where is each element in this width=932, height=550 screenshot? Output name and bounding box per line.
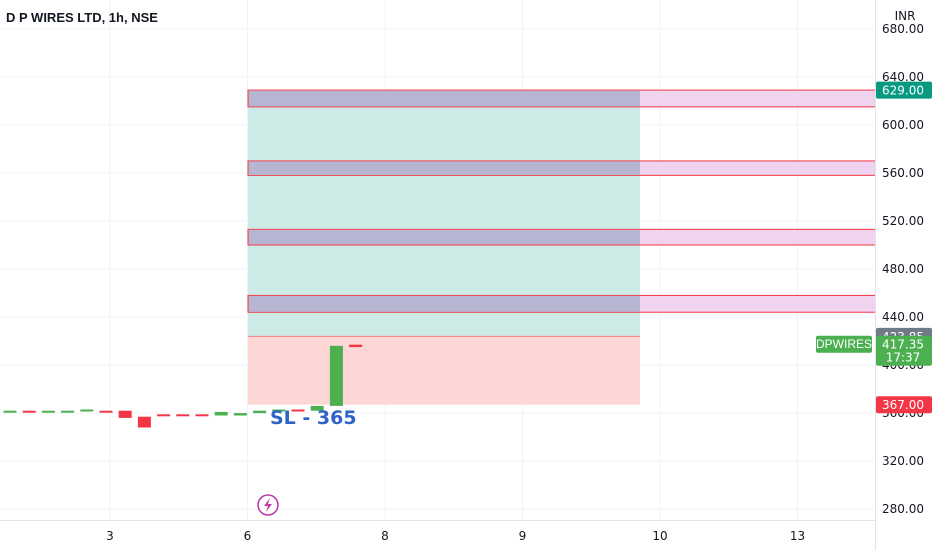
price-label xyxy=(876,396,932,414)
candle xyxy=(157,414,171,417)
candle xyxy=(41,410,55,413)
time-axis[interactable]: 3 6 8 9 10 13 xyxy=(106,529,805,543)
candle xyxy=(80,409,94,412)
price-label-value: 629.00 xyxy=(882,84,924,98)
x-tick-label: 10 xyxy=(652,529,667,543)
y-tick-label: 600.00 xyxy=(882,118,924,132)
candle xyxy=(195,414,209,417)
stop-zone[interactable] xyxy=(248,336,640,405)
candle xyxy=(137,416,151,428)
candle xyxy=(176,414,190,417)
y-tick-label: 520.00 xyxy=(882,214,924,228)
y-tick-label: 680.00 xyxy=(882,22,924,36)
candle xyxy=(61,410,75,413)
y-tick-label: 280.00 xyxy=(882,502,924,516)
x-tick-label: 13 xyxy=(790,529,805,543)
y-tick-label: 320.00 xyxy=(882,454,924,468)
level-band-overlap xyxy=(248,229,640,245)
price-label-value: 417.35 xyxy=(882,338,924,352)
level-band-overlap xyxy=(248,295,640,312)
candle xyxy=(310,405,324,411)
symbol-tag xyxy=(816,335,872,353)
y-tick-label: 560.00 xyxy=(882,166,924,180)
y-tick-label: 640.00 xyxy=(882,70,924,84)
chart-title: D P WIRES LTD, 1h, NSE xyxy=(6,10,158,25)
y-tick-label: 480.00 xyxy=(882,262,924,276)
candle xyxy=(329,345,343,406)
candle xyxy=(99,410,113,413)
x-tick-label: 8 xyxy=(381,529,389,543)
level-bands[interactable] xyxy=(247,89,877,313)
candles xyxy=(3,344,363,428)
level-band-overlap xyxy=(248,161,640,175)
candle xyxy=(349,344,363,348)
price-label xyxy=(876,81,932,99)
candle xyxy=(291,409,305,412)
price-label xyxy=(876,335,932,366)
x-tick-label: 3 xyxy=(106,529,114,543)
lightning-icon[interactable] xyxy=(257,494,279,516)
candle xyxy=(22,410,36,413)
x-tick-label: 6 xyxy=(244,529,252,543)
price-label-countdown: 17:37 xyxy=(886,351,921,365)
candle xyxy=(253,410,267,414)
position-zones[interactable] xyxy=(248,90,640,405)
price-label-value: 367.00 xyxy=(882,398,924,412)
y-tick-label: 440.00 xyxy=(882,310,924,324)
level-band-overlap xyxy=(248,90,640,107)
candle xyxy=(3,410,17,413)
currency-label: INR xyxy=(895,9,916,23)
symbol-tag-label: DPWIRES xyxy=(816,337,872,351)
candle xyxy=(272,409,286,412)
x-tick-label: 9 xyxy=(519,529,527,543)
candle xyxy=(233,413,247,416)
candle xyxy=(214,411,228,416)
sl-annotation[interactable]: SL - 365 xyxy=(270,407,357,429)
candle xyxy=(118,410,132,418)
